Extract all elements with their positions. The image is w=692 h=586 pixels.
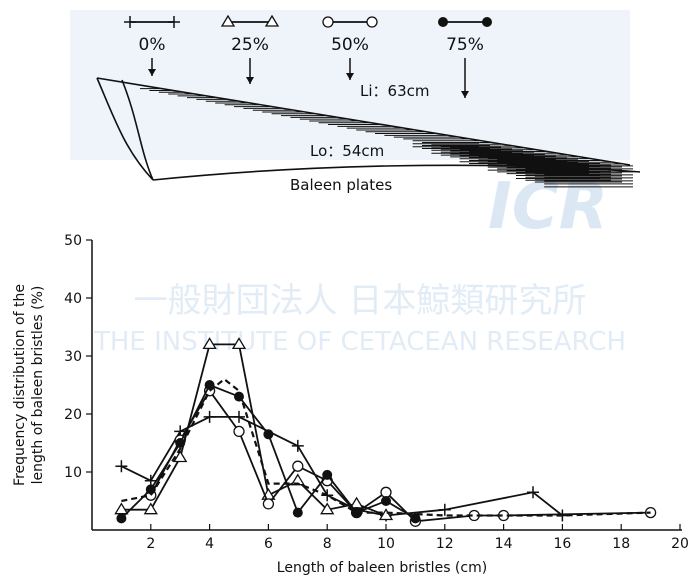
marker: [292, 507, 303, 518]
legend-arrowhead: [461, 91, 469, 98]
legend-label: 0%: [139, 35, 166, 55]
x-tick-label: 10: [377, 536, 395, 552]
x-tick-label: 4: [205, 536, 214, 552]
marker: [263, 429, 274, 440]
series-line: [150, 389, 651, 523]
marker: [320, 502, 335, 515]
y-tick-label: 50: [64, 233, 82, 249]
marker: [173, 450, 188, 463]
y-axis-label: Frequency distribution of the: [12, 284, 28, 486]
legend-arrowhead: [148, 69, 156, 76]
marker: [231, 337, 247, 350]
marker: [482, 17, 492, 27]
watermark-name-en: THE INSTITUTE OF CETACEAN RESEARCH: [93, 327, 626, 357]
y-axis-label: length of baleen bristles (%): [30, 286, 46, 485]
legend-label: 75%: [446, 35, 484, 55]
x-tick-label: 18: [612, 536, 630, 552]
x-tick-label: 14: [495, 536, 513, 552]
marker: [380, 486, 392, 498]
marker: [202, 337, 217, 350]
watermark-band: [70, 10, 630, 160]
legend-label: 50%: [331, 35, 369, 55]
marker: [114, 502, 129, 515]
marker: [322, 469, 333, 480]
legend-label: 25%: [231, 35, 269, 55]
lo-label: Lo：54cm: [310, 142, 384, 160]
legend-arrowhead: [246, 77, 254, 84]
x-tick-label: 12: [436, 536, 454, 552]
marker: [527, 486, 539, 499]
marker: [233, 425, 245, 438]
plate-edge: [121, 79, 154, 181]
y-tick-label: 20: [64, 407, 82, 423]
marker: [351, 507, 362, 518]
marker: [410, 513, 421, 524]
marker: [438, 503, 451, 516]
marker: [291, 439, 304, 452]
baleen-label: Baleen plates: [290, 176, 392, 194]
marker: [124, 16, 136, 28]
baleen-diagram: [96, 77, 641, 188]
marker: [116, 513, 127, 524]
x-tick-label: 20: [671, 536, 689, 552]
marker: [234, 391, 244, 402]
plate-edge: [96, 77, 154, 181]
y-tick-label: 30: [64, 349, 82, 365]
watermark-name-ja: 一般財団法人 日本鯨類研究所: [134, 281, 587, 321]
li-label: Li：63cm: [360, 82, 429, 100]
marker: [378, 508, 394, 521]
legend-arrowhead: [346, 73, 354, 80]
y-tick-label: 40: [64, 291, 82, 307]
marker: [644, 506, 657, 519]
x-tick-label: 8: [323, 536, 332, 552]
x-axis-label: Length of baleen bristles (cm): [277, 560, 487, 576]
marker: [175, 438, 186, 448]
marker: [366, 16, 378, 28]
marker: [262, 498, 275, 510]
marker: [145, 484, 156, 495]
axes: [91, 240, 682, 531]
marker: [115, 460, 128, 473]
marker: [438, 17, 448, 27]
x-tick-label: 16: [553, 536, 571, 552]
plate-top: [96, 77, 631, 166]
marker: [322, 16, 334, 28]
marker: [220, 14, 236, 27]
marker: [233, 410, 245, 423]
marker: [203, 410, 216, 423]
marker: [168, 16, 180, 28]
y-tick-label: 10: [64, 465, 82, 481]
marker: [264, 14, 280, 27]
marker: [292, 460, 304, 472]
series-line: [121, 377, 651, 517]
series-line: [121, 343, 387, 517]
x-tick-label: 6: [264, 536, 273, 552]
x-tick-label: 2: [146, 536, 155, 552]
marker: [381, 496, 391, 506]
marker: [143, 502, 158, 515]
